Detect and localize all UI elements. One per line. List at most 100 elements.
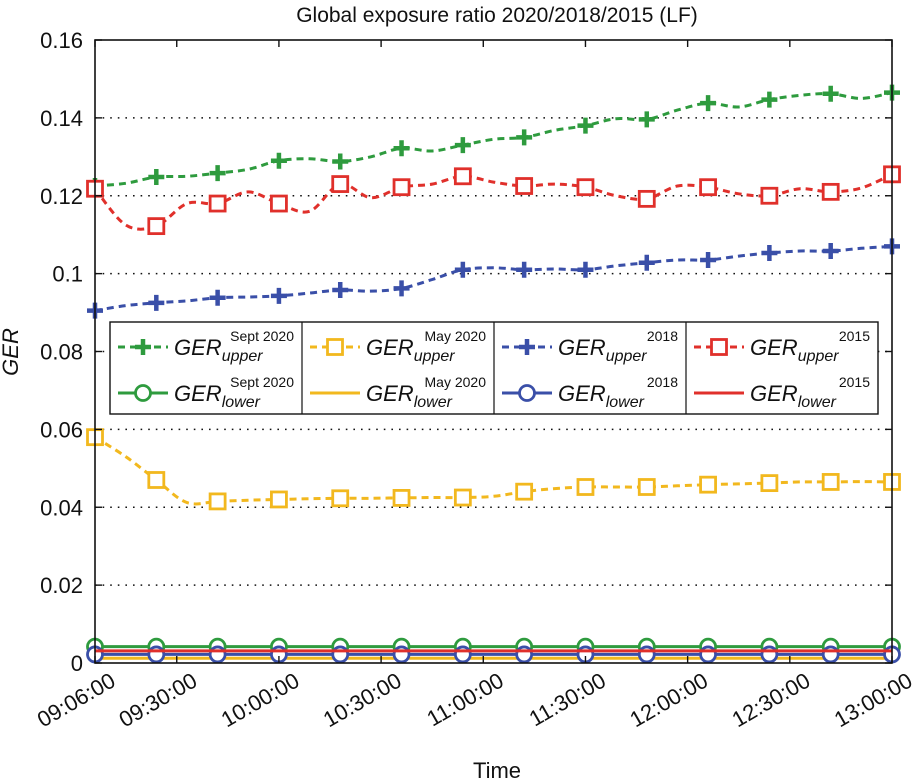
x-tick-label: 10:00:00 bbox=[217, 668, 304, 732]
data-point bbox=[577, 117, 594, 134]
data-point bbox=[576, 478, 595, 496]
data-point bbox=[392, 489, 411, 507]
y-tick-label: 0.1 bbox=[52, 262, 83, 287]
data-point bbox=[270, 152, 287, 169]
data-point bbox=[392, 178, 411, 197]
data-point bbox=[699, 178, 717, 197]
legend-marker bbox=[519, 339, 535, 355]
data-point bbox=[331, 489, 350, 508]
data-point bbox=[821, 182, 840, 201]
x-tick-label: 10:30:00 bbox=[319, 668, 406, 732]
legend-label: GERupper bbox=[366, 335, 455, 365]
data-point bbox=[761, 244, 778, 261]
data-point bbox=[270, 490, 288, 509]
data-point bbox=[147, 217, 166, 236]
legend-marker bbox=[518, 384, 536, 402]
series-upper_2018 bbox=[87, 238, 900, 319]
series-line bbox=[94, 435, 893, 506]
data-point bbox=[332, 153, 349, 170]
x-axis-title: Time bbox=[473, 758, 521, 781]
data-point bbox=[148, 169, 165, 186]
legend-superscript: 2018 bbox=[647, 374, 678, 390]
legend-label: GERlower bbox=[558, 381, 645, 411]
y-axis-title: GER bbox=[0, 328, 23, 376]
legend-superscript: 2018 bbox=[647, 328, 678, 344]
data-point bbox=[331, 175, 350, 193]
x-tick-label: 12:00:00 bbox=[625, 668, 712, 732]
legend-label: GERupper bbox=[174, 335, 263, 365]
data-point bbox=[147, 471, 166, 489]
data-point bbox=[822, 243, 839, 260]
legend-superscript: May 2020 bbox=[425, 328, 487, 344]
data-point bbox=[515, 482, 534, 501]
x-tick-label: 09:06:00 bbox=[33, 668, 120, 732]
legend-marker bbox=[135, 339, 151, 355]
x-tick-label: 13:00:00 bbox=[830, 668, 917, 732]
data-point bbox=[393, 280, 410, 297]
legend-marker bbox=[326, 338, 344, 356]
data-point bbox=[516, 129, 533, 146]
legend-superscript: 2015 bbox=[839, 328, 870, 344]
data-point bbox=[209, 289, 226, 306]
chart-title: Global exposure ratio 2020/2018/2015 (LF… bbox=[296, 4, 698, 27]
data-point bbox=[148, 294, 165, 311]
y-tick-label: 0 bbox=[71, 651, 83, 676]
x-tick-label: 11:00:00 bbox=[423, 668, 508, 732]
data-point bbox=[516, 261, 533, 278]
data-point bbox=[699, 475, 717, 494]
data-point bbox=[332, 281, 349, 298]
data-point bbox=[515, 645, 534, 664]
legend-marker bbox=[134, 384, 152, 402]
data-point bbox=[454, 137, 471, 154]
x-tick-label: 11:30:00 bbox=[525, 668, 610, 732]
legend-superscript: 2015 bbox=[839, 374, 870, 390]
data-point bbox=[331, 645, 350, 664]
legend-marker bbox=[710, 338, 728, 356]
series-line bbox=[94, 244, 893, 313]
x-tick-label: 12:30:00 bbox=[728, 668, 815, 732]
legend-superscript: Sept 2020 bbox=[230, 328, 294, 344]
legend-superscript: May 2020 bbox=[425, 374, 487, 390]
data-point bbox=[637, 189, 656, 208]
series-line bbox=[94, 91, 893, 188]
data-point bbox=[761, 91, 778, 108]
data-point bbox=[270, 194, 288, 213]
data-point bbox=[453, 167, 472, 186]
data-point bbox=[760, 186, 779, 205]
data-point bbox=[577, 261, 594, 278]
data-point bbox=[454, 261, 471, 278]
data-point bbox=[699, 645, 717, 664]
data-point bbox=[208, 194, 227, 213]
series-upper_sept2020 bbox=[87, 84, 900, 195]
series-layer bbox=[86, 84, 901, 664]
data-point bbox=[822, 85, 839, 102]
data-point bbox=[453, 645, 472, 664]
y-tick-label: 0.08 bbox=[40, 340, 83, 365]
data-point bbox=[208, 645, 227, 664]
data-point bbox=[700, 95, 717, 112]
data-point bbox=[821, 473, 840, 491]
data-point bbox=[393, 140, 410, 157]
data-point bbox=[453, 488, 472, 507]
y-tick-label: 0.02 bbox=[40, 573, 83, 598]
legend-label: GERlower bbox=[174, 381, 261, 411]
data-point bbox=[208, 492, 227, 511]
data-point bbox=[209, 165, 226, 182]
y-tick-label: 0.16 bbox=[40, 28, 83, 53]
data-point bbox=[147, 645, 166, 664]
data-point bbox=[760, 474, 779, 493]
data-point bbox=[515, 177, 534, 195]
data-point bbox=[637, 645, 656, 664]
legend-superscript: Sept 2020 bbox=[230, 374, 294, 390]
series-line bbox=[93, 172, 893, 231]
y-tick-label: 0.14 bbox=[40, 106, 83, 131]
data-point bbox=[638, 111, 655, 128]
data-point bbox=[638, 254, 655, 271]
legend-label: GERupper bbox=[558, 335, 647, 365]
x-tick-label: 09:30:00 bbox=[115, 668, 202, 732]
